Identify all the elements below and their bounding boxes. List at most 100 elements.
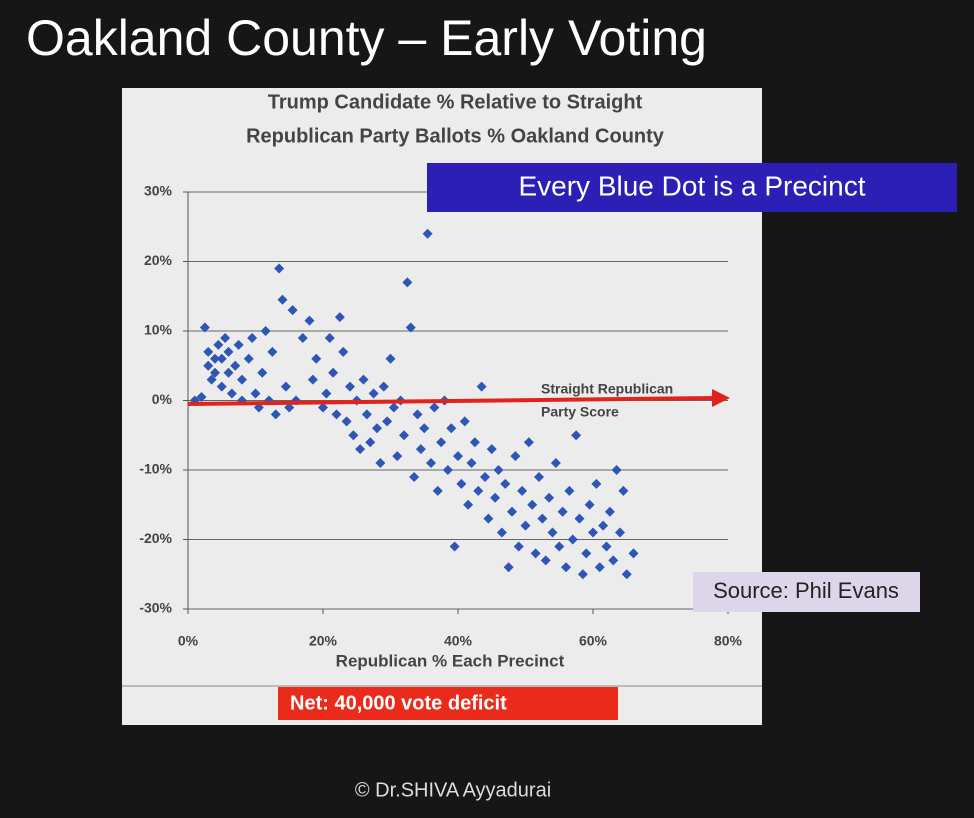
- data-point: [334, 312, 345, 323]
- data-point: [510, 451, 521, 462]
- data-point: [304, 315, 315, 326]
- x-tick-label: 40%: [444, 633, 473, 649]
- data-point: [324, 332, 335, 343]
- data-point: [277, 294, 288, 305]
- data-point: [361, 409, 372, 420]
- data-point: [534, 471, 544, 482]
- data-point: [496, 527, 507, 538]
- data-point: [206, 374, 217, 385]
- data-point: [358, 374, 369, 385]
- arrow-line: [187, 396, 717, 406]
- data-point: [564, 485, 575, 496]
- data-point: [581, 548, 592, 559]
- data-point: [223, 346, 234, 357]
- data-point: [216, 381, 227, 392]
- data-point: [382, 416, 393, 427]
- data-point: [247, 332, 258, 343]
- data-point: [230, 360, 241, 371]
- data-point: [537, 513, 548, 524]
- y-tick-label: -30%: [139, 600, 172, 616]
- data-point: [453, 451, 463, 462]
- data-point: [388, 402, 399, 413]
- data-point: [554, 541, 565, 552]
- data-point: [210, 367, 220, 378]
- data-point: [405, 322, 416, 333]
- data-point: [199, 322, 210, 333]
- y-tick-label: 20%: [144, 252, 173, 268]
- data-point: [598, 520, 609, 531]
- data-point: [226, 388, 237, 399]
- data-point: [483, 513, 494, 524]
- data-point: [476, 381, 487, 392]
- data-point: [469, 437, 480, 448]
- data-point: [399, 430, 409, 441]
- data-point: [507, 506, 517, 517]
- data-point: [577, 569, 588, 580]
- x-tick-label: 60%: [579, 633, 608, 649]
- data-point: [432, 485, 443, 496]
- data-point: [500, 478, 511, 489]
- data-point: [321, 388, 332, 399]
- data-point: [196, 392, 207, 403]
- data-point: [237, 374, 247, 385]
- data-point: [604, 506, 615, 517]
- data-point: [348, 430, 359, 441]
- data-point: [402, 277, 413, 288]
- source-box: [693, 572, 920, 612]
- net-text: Net: 40,000 vote deficit: [290, 692, 507, 714]
- data-point: [270, 409, 281, 420]
- data-point: [621, 569, 632, 580]
- data-point: [540, 555, 551, 566]
- data-point: [355, 444, 366, 455]
- data-point: [561, 562, 571, 573]
- data-point: [331, 409, 342, 420]
- data-point: [260, 326, 271, 336]
- data-point: [220, 332, 231, 343]
- data-point: [446, 423, 457, 434]
- data-point: [449, 541, 460, 552]
- x-tick-label: 80%: [714, 633, 743, 649]
- source-text: Source: Phil Evans: [713, 578, 899, 603]
- x-tick-label: 0%: [178, 633, 199, 649]
- data-point: [442, 465, 453, 475]
- data-point: [513, 541, 524, 552]
- data-point: [615, 527, 625, 538]
- data-point: [274, 263, 285, 274]
- callout-box: [427, 163, 957, 212]
- data-point: [584, 499, 595, 510]
- data-point: [280, 381, 291, 392]
- data-point: [203, 346, 214, 357]
- data-point: [412, 409, 423, 420]
- data-point: [422, 228, 433, 239]
- data-point: [378, 381, 389, 392]
- data-point: [618, 485, 629, 496]
- data-point: [318, 402, 328, 413]
- data-point: [486, 444, 497, 455]
- net-box: [278, 687, 618, 720]
- data-point: [591, 478, 602, 489]
- data-point: [210, 353, 220, 364]
- arrow-label: Party Score: [541, 404, 619, 420]
- data-point: [341, 416, 352, 427]
- data-point: [567, 534, 578, 545]
- data-point: [365, 437, 376, 448]
- data-point: [611, 465, 622, 475]
- data-point: [415, 444, 426, 455]
- data-point: [459, 416, 470, 427]
- x-tick-label: 20%: [309, 633, 338, 649]
- data-point: [588, 527, 598, 538]
- data-point: [419, 423, 430, 434]
- data-point: [530, 548, 541, 559]
- data-point: [503, 562, 514, 573]
- data-point: [328, 367, 339, 378]
- plot-area: -30% -20% -10% 0% 10% 20% 30% 0% 20% 40% 60% 80%: [139, 183, 742, 649]
- data-point: [544, 492, 555, 503]
- data-point: [480, 471, 490, 482]
- data-point: [594, 562, 605, 573]
- y-tick-label: 0%: [152, 391, 173, 407]
- data-point: [267, 346, 278, 357]
- data-point: [493, 465, 504, 475]
- data-point: [571, 430, 582, 441]
- chart-title: Republican Party Ballots % Oakland Count…: [246, 125, 665, 147]
